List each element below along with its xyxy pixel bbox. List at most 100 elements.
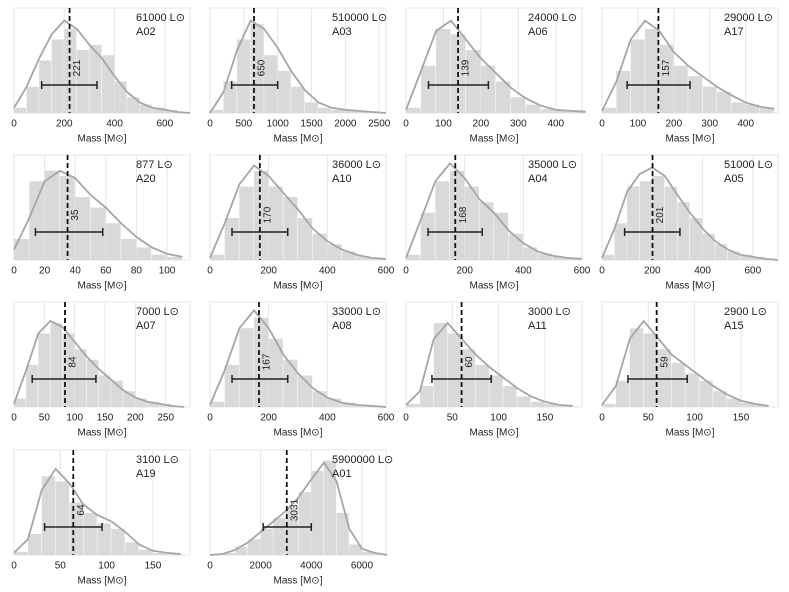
histogram-bar — [123, 391, 135, 407]
median-label: 168 — [458, 206, 469, 223]
histogram-bar — [336, 513, 349, 555]
kde-line — [405, 162, 583, 260]
histogram-bar — [327, 244, 342, 260]
panel-subtitle: A10 — [332, 173, 352, 185]
panel-subtitle: A07 — [136, 320, 156, 332]
histogram-bar — [86, 359, 99, 407]
panel-title: 877 L⊙ — [136, 159, 173, 171]
x-tick-label: 100 — [159, 266, 176, 277]
panel: 0 20 40 60 80 100 35 877 L⊙ A20 Mass [M⊙] — [11, 154, 191, 292]
histogram-bar — [510, 97, 526, 113]
x-tick-label: 150 — [537, 413, 554, 424]
x-tick-label: 200 — [644, 266, 661, 277]
kde-line — [13, 319, 184, 408]
x-tick-label: 250 — [157, 413, 174, 424]
histogram-bar — [264, 55, 278, 113]
median-label: 157 — [661, 59, 672, 76]
histogram-bar — [552, 256, 567, 260]
histogram-bar — [745, 104, 760, 113]
x-axis-label: Mass [M⊙] — [78, 576, 127, 587]
panel-subtitle: A20 — [136, 173, 156, 185]
x-tick-label: 400 — [547, 119, 564, 130]
panel-subtitle: A08 — [332, 320, 352, 332]
panel-subtitle: A17 — [724, 26, 744, 38]
histogram-bar — [235, 546, 248, 555]
x-tick-label: 150 — [733, 413, 750, 424]
histogram-bar — [318, 107, 332, 113]
histogram-bar — [55, 481, 70, 555]
kde-line — [601, 319, 769, 407]
panel-title: 29000 L⊙ — [724, 12, 773, 24]
panel: 0 200 400 600 170 36000 L⊙ A10 Mass [M⊙] — [207, 154, 395, 292]
x-tick-label: 0 — [11, 413, 17, 424]
panel: 0 500 1000 1500 2000 2500 650 510000 L⊙ A03 Mass … — [207, 7, 391, 145]
x-tick-label: 0 — [207, 561, 213, 572]
histogram-bar — [254, 170, 269, 260]
histogram-bar — [222, 552, 235, 555]
histogram-bar — [525, 104, 541, 113]
median-label: 64 — [76, 504, 87, 516]
x-axis-label: Mass [M⊙] — [274, 281, 323, 292]
histogram-bar — [671, 362, 685, 407]
panel-title: 51000 L⊙ — [724, 159, 773, 171]
panel-subtitle: A15 — [724, 320, 744, 332]
histogram-bar — [356, 255, 371, 260]
histogram-bar — [489, 375, 503, 407]
histogram-bar — [223, 81, 237, 113]
histogram-bar — [540, 108, 556, 113]
histogram-bar — [614, 223, 627, 260]
x-tick-label: 500 — [236, 119, 253, 130]
x-tick-label: 100 — [686, 413, 703, 424]
histogram-bar — [147, 401, 160, 407]
median-label: 167 — [262, 353, 273, 370]
panel: 0 200 400 600 221 61000 L⊙ A02 Mass [M⊙] — [11, 7, 191, 145]
histogram-bar — [98, 375, 111, 407]
x-axis-label: Mass [M⊙] — [666, 134, 715, 145]
histogram-bar — [90, 207, 106, 260]
histogram-bar — [715, 244, 728, 260]
histogram-bar — [699, 380, 713, 407]
panel-title: 61000 L⊙ — [136, 12, 185, 24]
histogram-bar — [531, 401, 545, 407]
histogram-bar — [659, 44, 674, 113]
panel: 0 100 200 300 400 139 24000 L⊙ A06 Mass [M⊙] — [403, 7, 586, 145]
histogram-bar — [210, 401, 225, 407]
x-tick-label: 600 — [745, 266, 762, 277]
kde-line — [209, 461, 388, 556]
histogram-bar — [135, 398, 148, 407]
kde-line — [13, 169, 183, 258]
histogram-bar — [555, 110, 571, 113]
histogram-bar — [139, 549, 153, 555]
histogram-bar — [331, 109, 345, 113]
x-tick-label: 100 — [66, 413, 83, 424]
kde-line — [601, 166, 779, 261]
histogram-bar — [740, 402, 755, 407]
x-tick-label: 0 — [207, 266, 213, 277]
histogram-bar — [627, 186, 640, 260]
histogram-bar — [14, 107, 27, 113]
histogram-bar — [503, 386, 517, 407]
kde-line — [209, 308, 387, 408]
histogram-bar — [62, 333, 75, 407]
kde-line — [13, 19, 191, 114]
kde-line — [13, 467, 181, 555]
histogram-bar — [111, 528, 125, 555]
histogram-bar — [239, 186, 254, 260]
median-label: 84 — [68, 356, 79, 368]
histogram-bar — [643, 333, 658, 407]
histogram-bar — [89, 44, 102, 113]
x-tick-label: 150 — [145, 561, 162, 572]
x-tick-label: 40 — [70, 266, 82, 277]
histogram-bar — [102, 55, 115, 113]
histogram-bar — [105, 223, 121, 260]
histogram-bar — [151, 254, 167, 260]
histogram-bar — [41, 476, 56, 555]
panel-subtitle: A19 — [136, 468, 156, 480]
panel-title: 3000 L⊙ — [528, 306, 571, 318]
histogram-bar — [166, 553, 181, 555]
x-tick-label: 200 — [260, 266, 277, 277]
x-tick-label: 100 — [490, 413, 507, 424]
histogram-bar — [358, 111, 372, 113]
histogram-bar — [342, 251, 357, 260]
panel-subtitle: A02 — [136, 26, 156, 38]
